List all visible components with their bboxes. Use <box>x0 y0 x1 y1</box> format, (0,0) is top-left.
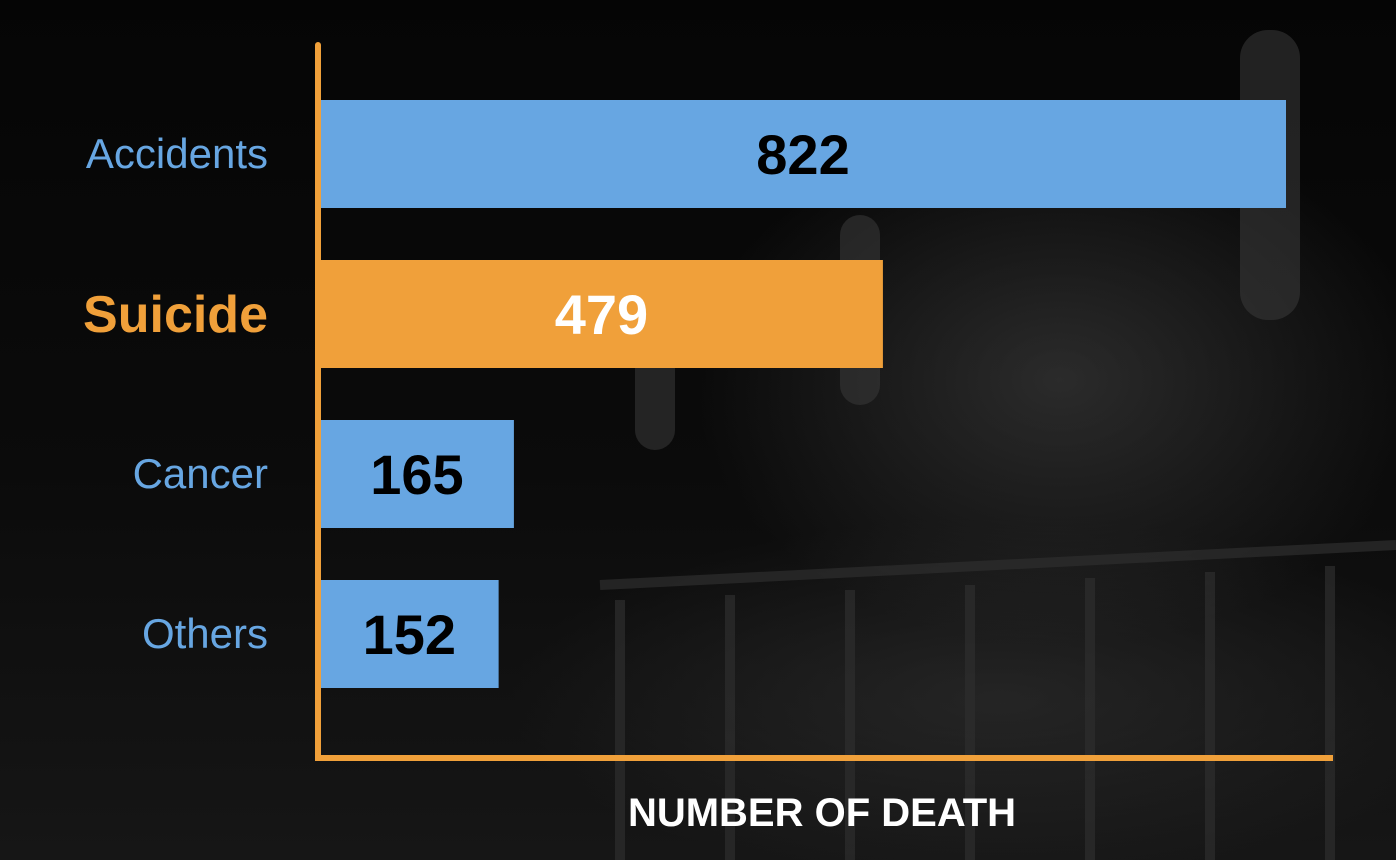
value-label-accidents: 822 <box>756 123 849 186</box>
value-label-suicide: 479 <box>555 283 648 346</box>
category-label-others: Others <box>142 610 268 657</box>
bars-group: 822 Accidents 479 Suicide 165 Cancer 152 Others <box>83 100 1286 688</box>
category-label-cancer: Cancer <box>133 450 268 497</box>
value-label-others: 152 <box>363 603 456 666</box>
bar-cancer <box>320 420 514 528</box>
category-label-suicide: Suicide <box>83 286 268 344</box>
value-label-cancer: 165 <box>370 443 463 506</box>
axes-group <box>315 42 1333 761</box>
bar-others <box>320 580 499 688</box>
category-label-accidents: Accidents <box>86 130 268 177</box>
bar-accidents <box>320 100 1286 208</box>
x-axis-title: NUMBER OF DEATH <box>628 791 1016 835</box>
bar-suicide <box>320 260 883 368</box>
